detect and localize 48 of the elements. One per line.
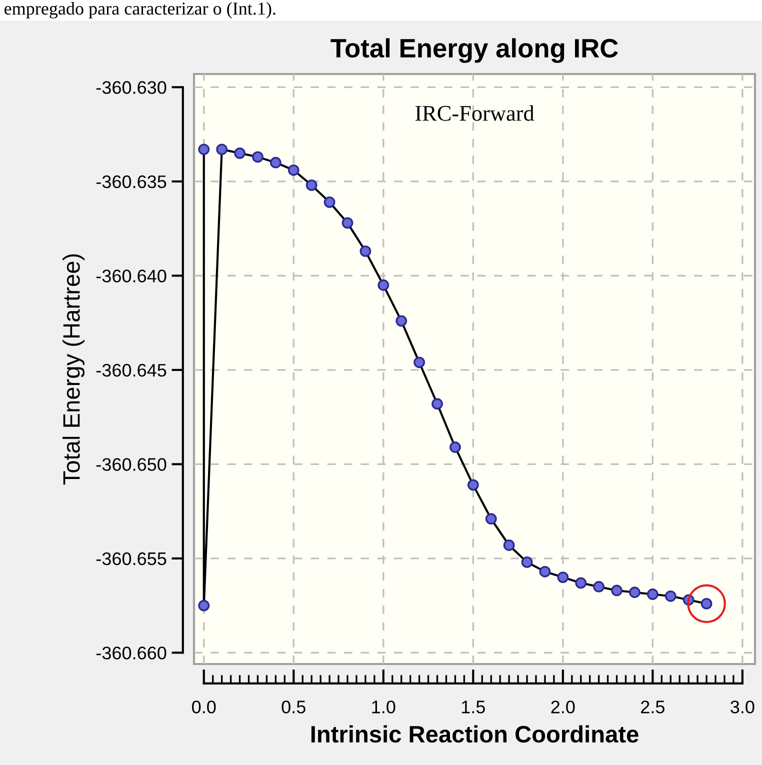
point — [270, 156, 282, 168]
x-tick-label: 0.0 — [192, 700, 216, 714]
y-axis-title: Total Energy (Hartree) — [62, 254, 85, 485]
y-tick-label: -360.635 — [96, 175, 166, 188]
x-tick-label: 1.5 — [462, 700, 485, 714]
point — [467, 479, 479, 491]
y-tick-label: -360.640 — [96, 270, 166, 282]
point — [306, 180, 318, 191]
point — [687, 584, 726, 624]
y-tick-label: -360.630 — [96, 81, 166, 94]
y-tick-label: -360.655 — [96, 552, 166, 566]
point — [234, 147, 246, 159]
point — [396, 315, 408, 327]
annotation: IRC-Forward — [415, 105, 534, 121]
chart-title: Total Energy along IRC — [330, 38, 618, 63]
point — [360, 245, 372, 257]
point — [342, 217, 354, 229]
x-tick-label: 2.0 — [551, 700, 575, 714]
point — [288, 164, 300, 176]
point — [521, 556, 533, 568]
point — [593, 581, 605, 592]
point — [324, 196, 336, 208]
point — [611, 584, 622, 596]
point — [198, 600, 210, 612]
text: empregado para caracterizar o (Int.1). — [4, 2, 276, 18]
x-tick-label: 2.5 — [641, 700, 664, 714]
y-tick-label: -360.645 — [96, 364, 166, 377]
point — [503, 540, 515, 551]
point — [378, 279, 390, 291]
x-tick-label: 3.0 — [730, 700, 754, 714]
y-tick-label: -360.650 — [96, 458, 166, 471]
x-tick-label: 1.0 — [372, 700, 396, 714]
point — [629, 586, 640, 598]
point — [216, 144, 228, 156]
point — [575, 577, 587, 589]
point — [432, 398, 443, 410]
x-axis-title: Intrinsic Reaction Coordinate — [311, 725, 638, 743]
point — [485, 513, 497, 525]
point — [414, 356, 425, 368]
point — [539, 566, 551, 578]
point — [646, 588, 658, 600]
y-tick-label: -360.660 — [96, 646, 166, 660]
point — [557, 572, 569, 583]
x-tick-label: 0.5 — [282, 700, 306, 714]
point — [252, 151, 264, 163]
point — [450, 442, 461, 453]
point — [664, 590, 676, 602]
point — [198, 144, 210, 156]
